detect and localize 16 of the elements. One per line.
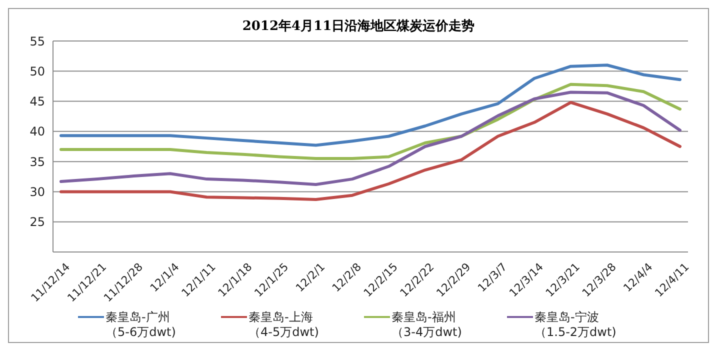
y-tick-label: 45 bbox=[30, 94, 45, 109]
legend-label: 秦皇岛-福州（3-4万dwt) bbox=[392, 310, 463, 340]
y-tick-label: 55 bbox=[30, 34, 45, 48]
y-tick-label: 30 bbox=[30, 184, 45, 199]
line-series bbox=[60, 100, 682, 202]
y-tick-label: 25 bbox=[30, 215, 45, 230]
legend-label: 秦皇岛-广州（5-6万dwt) bbox=[106, 310, 177, 340]
legend-label: 秦皇岛-上海（4-5万dwt) bbox=[248, 310, 320, 340]
legend-label: 秦皇岛-宁波（1.5-2万dwt) bbox=[534, 310, 618, 340]
y-tick-label: 50 bbox=[30, 64, 45, 78]
y-tick-label: 40 bbox=[30, 124, 45, 139]
line-series bbox=[60, 64, 682, 147]
chart-title: 2012年4月11日沿海地区煤炭运价走势 bbox=[241, 18, 476, 35]
y-tick-label: 35 bbox=[30, 154, 45, 169]
line-series bbox=[60, 82, 682, 160]
line-series bbox=[60, 90, 682, 186]
